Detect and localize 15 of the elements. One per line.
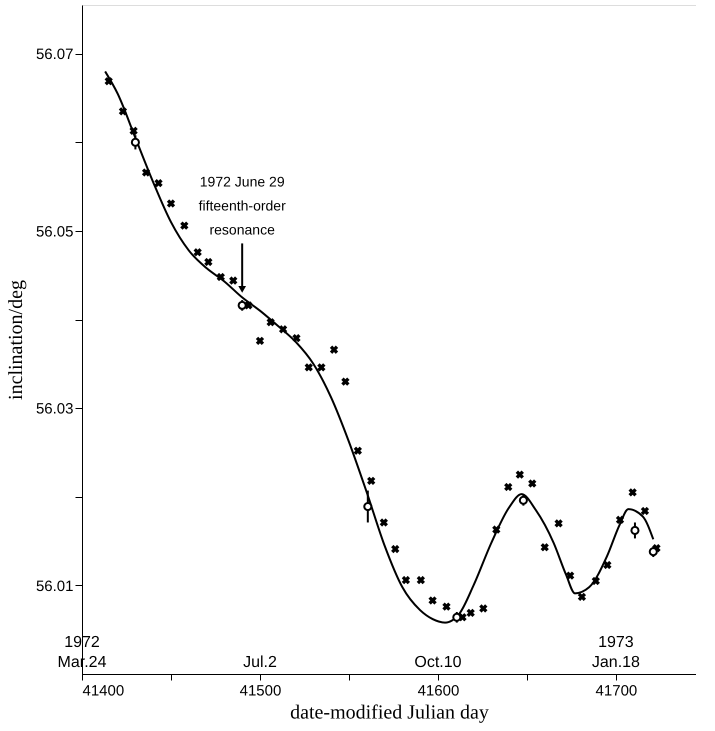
x2-tick-label: 1973 Jan.18 <box>592 634 640 671</box>
annotation: 1972 June 29 fifteenth-order resonance <box>198 173 286 238</box>
y-tick-label: 56.07 <box>36 46 74 64</box>
x-tick-label: 41400 <box>82 682 124 700</box>
y-tick-label: 56.05 <box>36 223 74 240</box>
x2-tick-label: Oct.10 <box>414 654 462 671</box>
x-tick-label: 41500 <box>240 682 282 700</box>
x2-tick-label: Jul.2 <box>243 654 277 671</box>
y-tick-label: 56.01 <box>36 578 74 595</box>
x-axis-title: date-modified Julian day <box>290 702 489 724</box>
y-tick-label: 56.03 <box>36 400 74 418</box>
y-axis-title: inclination/deg <box>4 280 27 400</box>
x-tick-label: 41600 <box>418 682 460 700</box>
line-series <box>104 70 654 624</box>
x-tick-label: 41700 <box>596 682 638 700</box>
